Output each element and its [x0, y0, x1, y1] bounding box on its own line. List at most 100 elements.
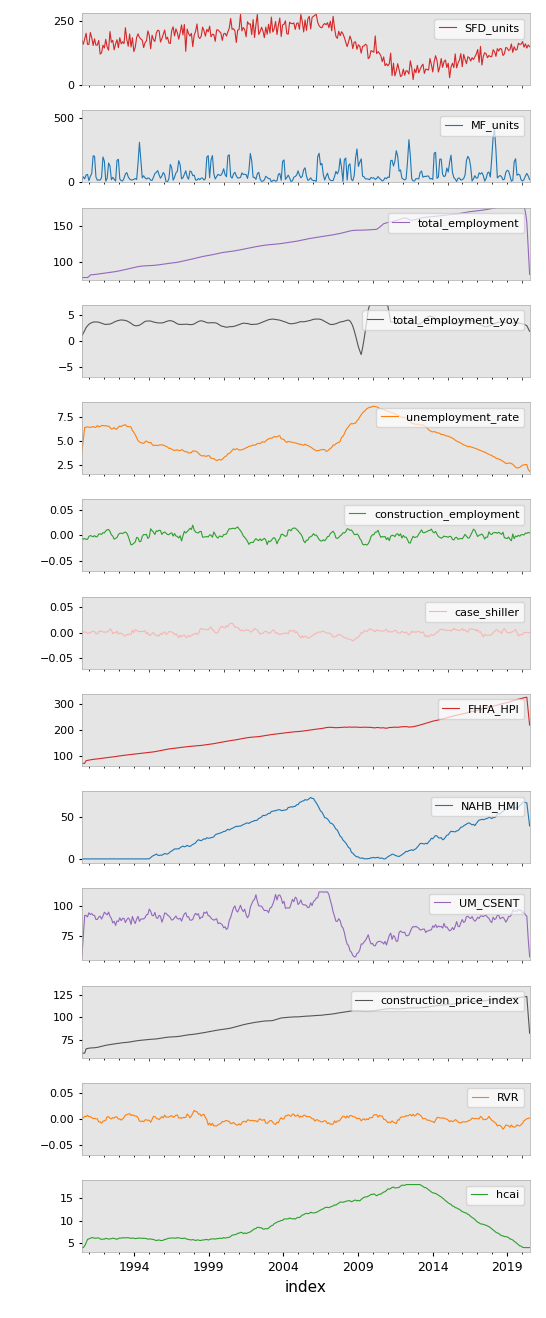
- SFD_units: [474, 42, 481, 58]
- total_employment: [143, 258, 150, 274]
- construction_price_index: [394, 1002, 401, 1017]
- construction_price_index: [400, 1000, 407, 1016]
- MF_units: [491, 121, 498, 137]
- RVR: [448, 1112, 454, 1128]
- FHFA_HPI: [400, 718, 407, 734]
- NAHB_HMI: [79, 851, 85, 867]
- MF_units: [396, 163, 402, 179]
- total_employment: [511, 196, 518, 212]
- case_shiller: [349, 633, 356, 648]
- Line: SFD_units: SFD_units: [82, 14, 530, 79]
- NAHB_HMI: [473, 816, 479, 832]
- SFD_units: [410, 71, 417, 87]
- NAHB_HMI: [526, 818, 533, 834]
- MF_units: [526, 171, 533, 187]
- Line: RVR: RVR: [82, 1110, 530, 1130]
- NAHB_HMI: [143, 851, 150, 867]
- NAHB_HMI: [312, 793, 318, 809]
- RVR: [473, 1111, 479, 1127]
- construction_employment: [474, 529, 481, 544]
- construction_employment: [364, 538, 370, 554]
- RVR: [401, 1108, 408, 1124]
- FHFA_HPI: [394, 720, 401, 735]
- case_shiller: [229, 616, 235, 631]
- RVR: [312, 1114, 318, 1130]
- FHFA_HPI: [79, 755, 85, 771]
- unemployment_rate: [310, 442, 317, 457]
- Legend: NAHB_HMI: NAHB_HMI: [431, 796, 524, 816]
- hcai: [400, 1177, 407, 1193]
- SFD_units: [143, 33, 150, 49]
- MF_units: [163, 174, 169, 190]
- Legend: RVR: RVR: [467, 1089, 524, 1107]
- total_employment_yoy: [397, 315, 404, 331]
- construction_price_index: [446, 996, 453, 1012]
- Line: NAHB_HMI: NAHB_HMI: [82, 797, 530, 859]
- total_employment: [472, 203, 478, 219]
- construction_price_index: [524, 988, 530, 1004]
- Line: construction_employment: construction_employment: [82, 525, 530, 546]
- RVR: [396, 1112, 402, 1128]
- FHFA_HPI: [524, 689, 530, 705]
- UM_CSENT: [448, 923, 454, 938]
- Line: FHFA_HPI: FHFA_HPI: [82, 697, 530, 763]
- FHFA_HPI: [143, 745, 150, 760]
- construction_price_index: [526, 1025, 533, 1041]
- Line: hcai: hcai: [82, 1185, 530, 1248]
- case_shiller: [312, 626, 318, 642]
- UM_CSENT: [310, 894, 317, 909]
- NAHB_HMI: [448, 824, 454, 840]
- hcai: [394, 1180, 401, 1195]
- total_employment: [446, 207, 453, 223]
- unemployment_rate: [79, 444, 85, 460]
- total_employment: [79, 270, 85, 286]
- Line: total_employment: total_employment: [82, 204, 530, 278]
- UM_CSENT: [473, 912, 479, 928]
- Legend: hcai: hcai: [466, 1186, 524, 1205]
- case_shiller: [403, 623, 410, 639]
- Line: MF_units: MF_units: [82, 129, 530, 182]
- total_employment_yoy: [143, 314, 150, 330]
- RVR: [79, 1108, 85, 1124]
- case_shiller: [449, 622, 456, 638]
- Legend: total_employment_yoy: total_employment_yoy: [363, 311, 524, 331]
- RVR: [191, 1102, 198, 1118]
- construction_employment: [403, 530, 410, 546]
- SFD_units: [526, 38, 533, 54]
- total_employment_yoy: [366, 297, 373, 312]
- RVR: [500, 1122, 506, 1137]
- Legend: MF_units: MF_units: [441, 116, 524, 136]
- MF_units: [401, 173, 408, 188]
- unemployment_rate: [448, 430, 454, 445]
- FHFA_HPI: [526, 717, 533, 733]
- hcai: [403, 1177, 410, 1193]
- MF_units: [79, 173, 85, 188]
- hcai: [310, 1205, 317, 1220]
- Legend: UM_CSENT: UM_CSENT: [429, 894, 524, 913]
- unemployment_rate: [473, 440, 479, 456]
- SFD_units: [237, 7, 244, 22]
- case_shiller: [397, 625, 404, 641]
- Legend: unemployment_rate: unemployment_rate: [377, 407, 524, 427]
- X-axis label: index: index: [285, 1280, 327, 1294]
- case_shiller: [474, 622, 481, 638]
- hcai: [473, 1213, 479, 1228]
- MF_units: [143, 171, 150, 187]
- Legend: FHFA_HPI: FHFA_HPI: [438, 700, 524, 720]
- MF_units: [312, 173, 318, 188]
- NAHB_HMI: [396, 849, 402, 865]
- construction_employment: [449, 531, 456, 547]
- unemployment_rate: [396, 407, 402, 423]
- unemployment_rate: [526, 464, 533, 480]
- RVR: [526, 1110, 533, 1126]
- case_shiller: [143, 626, 150, 642]
- unemployment_rate: [369, 398, 376, 414]
- UM_CSENT: [143, 907, 150, 923]
- hcai: [448, 1197, 454, 1213]
- construction_price_index: [310, 1008, 317, 1024]
- Legend: construction_price_index: construction_price_index: [351, 991, 524, 1011]
- total_employment_yoy: [474, 315, 481, 331]
- total_employment_yoy: [79, 328, 85, 344]
- total_employment: [394, 212, 401, 228]
- FHFA_HPI: [446, 709, 453, 725]
